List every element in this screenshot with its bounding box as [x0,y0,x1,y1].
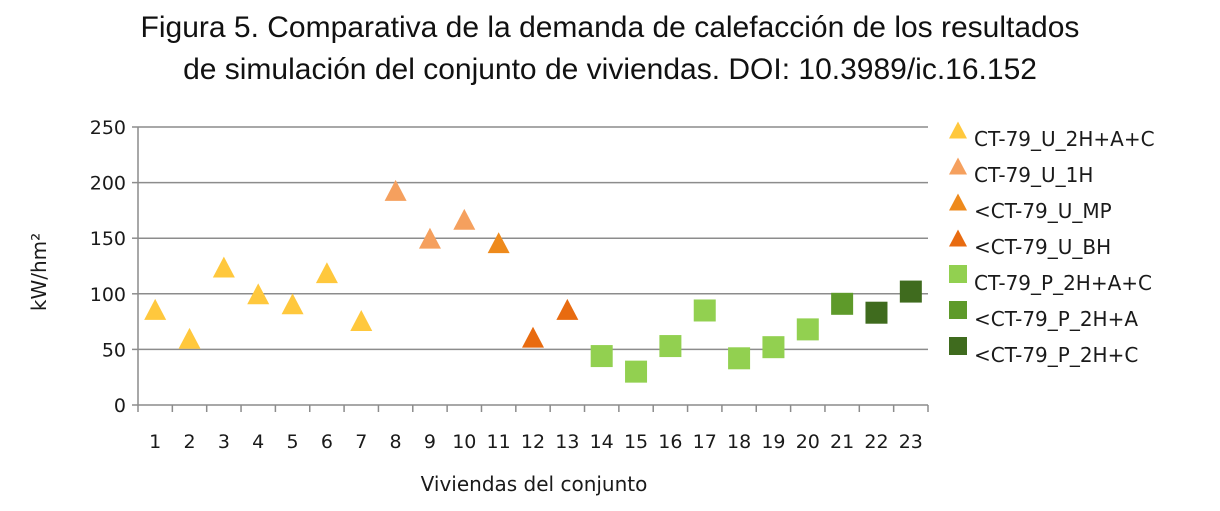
x-tick-label: 17 [693,431,717,453]
legend-label: <CT-79_P_2H+C [974,343,1138,367]
triangle-data-point [315,262,338,284]
square-data-point [625,360,648,383]
legend-label: <CT-79_U_BH [974,235,1111,259]
x-tick-label: 19 [761,431,785,453]
y-tick-label: 50 [102,339,126,361]
triangle-data-point [350,310,373,331]
x-tick-label: 12 [521,431,545,453]
legend-triangle-swatch [949,229,967,247]
legend-item: <CT-79_P_2H+A [949,301,1138,331]
x-tick-label: 14 [590,431,614,453]
triangle-data-point [247,283,270,305]
square-data-point [693,299,716,322]
legend-label: CT-79_U_1H [974,163,1093,187]
x-tick-label: 15 [624,431,648,453]
legend-item: <CT-79_U_MP [949,193,1112,223]
x-tick-label: 7 [355,431,367,453]
triangle-data-point [144,298,167,320]
legend-label: CT-79_P_2H+A+C [974,271,1152,295]
legend-item: <CT-79_U_BH [949,229,1111,259]
x-axis-tick-labels: 1 2 3 4 5 6 7 8 9 10 11 12 13 14 15 16 17 18 19 20 21 22 23 [149,431,923,453]
legend-item: CT-79_U_2H+A+C [949,121,1155,151]
legend-square-swatch [949,265,967,283]
data-markers [144,179,922,383]
x-tick-label: 11 [487,431,511,453]
legend-label: <CT-79_P_2H+A [974,307,1138,331]
legend-square-swatch [949,301,967,319]
y-tick-label: 250 [90,117,126,139]
x-tick-label: 16 [658,431,682,453]
x-tick-label: 18 [727,431,751,453]
x-tick-label: 6 [321,431,333,453]
legend-triangle-swatch [949,121,967,139]
y-axis-title: kW/hm² [27,233,51,311]
legend-label: CT-79_U_2H+A+C [974,127,1155,151]
y-tick-label: 100 [90,284,126,306]
triangle-data-point [178,327,201,349]
x-tick-label: 3 [218,431,230,453]
legend-item: CT-79_P_2H+A+C [949,265,1152,295]
chart-title-line-2: de simulación del conjunto de viviendas.… [183,53,1037,86]
legend-square-swatch [949,337,967,355]
x-tick-label: 13 [555,431,579,453]
legend-item: CT-79_U_1H [949,157,1093,187]
y-tick-label: 0 [114,395,126,417]
x-tick-label: 5 [287,431,299,453]
chart-title: Figura 5. Comparativa de la demanda de c… [141,11,1080,86]
x-tick-label: 9 [424,431,436,453]
chart-title-line-1: Figura 5. Comparativa de la demanda de c… [141,11,1080,44]
triangle-data-point [281,293,304,315]
x-tick-label: 1 [149,431,161,453]
square-data-point [831,292,854,315]
triangle-data-point [556,298,579,320]
square-data-point [728,347,751,370]
x-tick-label: 22 [864,431,888,453]
triangle-data-point [522,326,544,348]
triangle-data-point [487,232,510,254]
x-tick-label: 21 [830,431,854,453]
x-tick-label: 23 [899,431,923,453]
legend-triangle-swatch [949,193,967,211]
triangle-data-point [418,227,441,249]
x-axis-title: Viviendas del conjunto [421,472,648,496]
legend-triangle-swatch [949,157,967,175]
square-data-point [865,301,888,324]
legend-item: <CT-79_P_2H+C [949,337,1138,367]
legend: CT-79_U_2H+A+C CT-79_U_1H <CT-79_U_MP <CT-7… [949,121,1155,367]
triangle-data-point [212,256,235,278]
y-axis-tick-labels: 0 50 100 150 200 250 [90,117,126,417]
x-tick-label: 8 [390,431,402,453]
x-tick-label: 20 [796,431,820,453]
square-data-point [659,335,682,358]
square-data-point [590,345,613,368]
legend-label: <CT-79_U_MP [974,199,1112,223]
triangle-data-point [384,179,407,201]
x-tick-label: 2 [183,431,195,453]
x-tick-label: 10 [452,431,476,453]
x-axis [137,404,929,412]
square-data-point [762,336,785,359]
square-data-point [899,280,922,303]
x-tick-label: 4 [252,431,264,453]
y-tick-label: 150 [90,228,126,250]
y-tick-label: 200 [90,173,126,195]
gridlines [132,126,928,406]
triangle-data-point [453,208,476,230]
square-data-point [796,318,819,341]
